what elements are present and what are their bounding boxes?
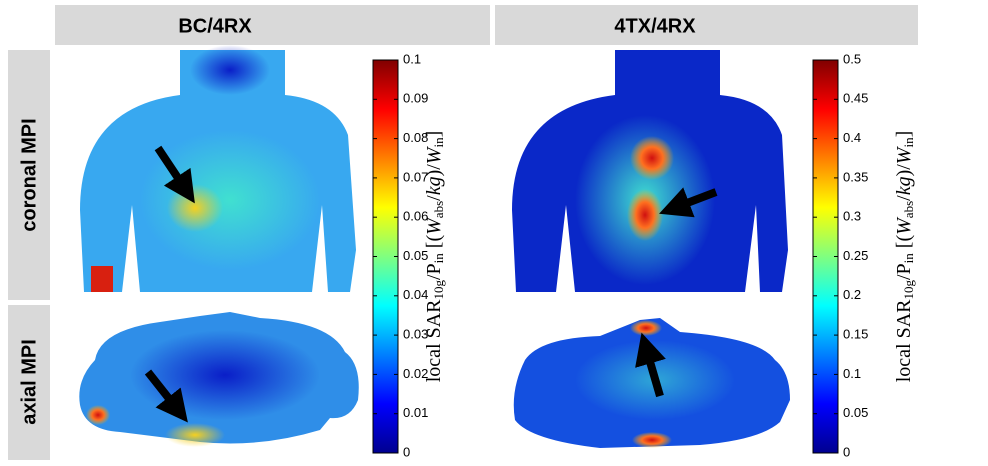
label-part: abs [431,201,446,218]
tick-label: 0.2 [843,287,861,302]
colorbar-label: local SAR10g/Pin [(Wabs/kg)/Win] [423,131,446,383]
label-part: in [901,137,916,148]
label-part: 10g [901,280,916,300]
label-part: /P [893,263,915,280]
label-part: W [423,216,445,235]
tick-label: 0.06 [403,209,428,224]
label-part: W [423,145,445,164]
sar-map [80,45,356,292]
tick-label: 0.03 [403,327,428,342]
tick-label: 0.08 [403,130,428,145]
tick-label: 0.1 [403,51,421,66]
label-part: in [901,253,916,264]
tick-label: 0.1 [843,366,861,381]
header-bar [55,5,490,45]
tick-label: 0 [843,444,850,459]
label-part: / [423,195,445,201]
label-part: local SAR [893,299,915,382]
label-part: kg [423,176,445,195]
label-part: [( [893,235,915,254]
tick-label: 0 [403,444,410,459]
label-part: )/ [423,164,445,177]
row-header: axial MPI [18,339,40,425]
label-part: 10g [431,280,446,300]
label-part: [( [423,235,445,254]
label-part: ] [423,131,445,138]
sar-map [79,312,359,447]
tick-label: 0.01 [403,405,428,420]
tick-label: 0.25 [843,248,868,263]
label-part: W [893,216,915,235]
tick-label: 0.3 [843,209,861,224]
tick-label: 0.4 [843,130,861,145]
label-part: )/ [893,164,915,177]
tick-label: 0.04 [403,287,428,302]
sar-map [513,318,790,448]
row-bar [8,50,50,300]
row-header: coronal MPI [18,118,40,231]
tick-label: 0.5 [843,51,861,66]
label-part: local SAR [423,299,445,382]
label-part: /P [423,263,445,280]
label-part: W [893,145,915,164]
row-bar [8,305,50,460]
tick-label: 0.15 [843,327,868,342]
tick-label: 0.05 [843,405,868,420]
colorbar [812,59,839,454]
column-header: BC/4RX [178,15,252,37]
label-part: in [431,137,446,148]
tick-label: 0.02 [403,366,428,381]
label-part: / [893,195,915,201]
tick-label: 0.45 [843,91,868,106]
label-part: ] [893,131,915,138]
tick-label: 0.05 [403,248,428,263]
label-part: kg [893,176,915,195]
tick-label: 0.35 [843,169,868,184]
label-part: abs [901,201,916,218]
colorbar-label: local SAR10g/Pin [(Wabs/kg)/Win] [893,131,916,383]
column-header: 4TX/4RX [614,15,696,37]
header-bar [495,5,918,45]
tick-label: 0.07 [403,169,428,184]
tick-label: 0.09 [403,91,428,106]
label-part: in [431,253,446,264]
sar-map [512,50,788,292]
